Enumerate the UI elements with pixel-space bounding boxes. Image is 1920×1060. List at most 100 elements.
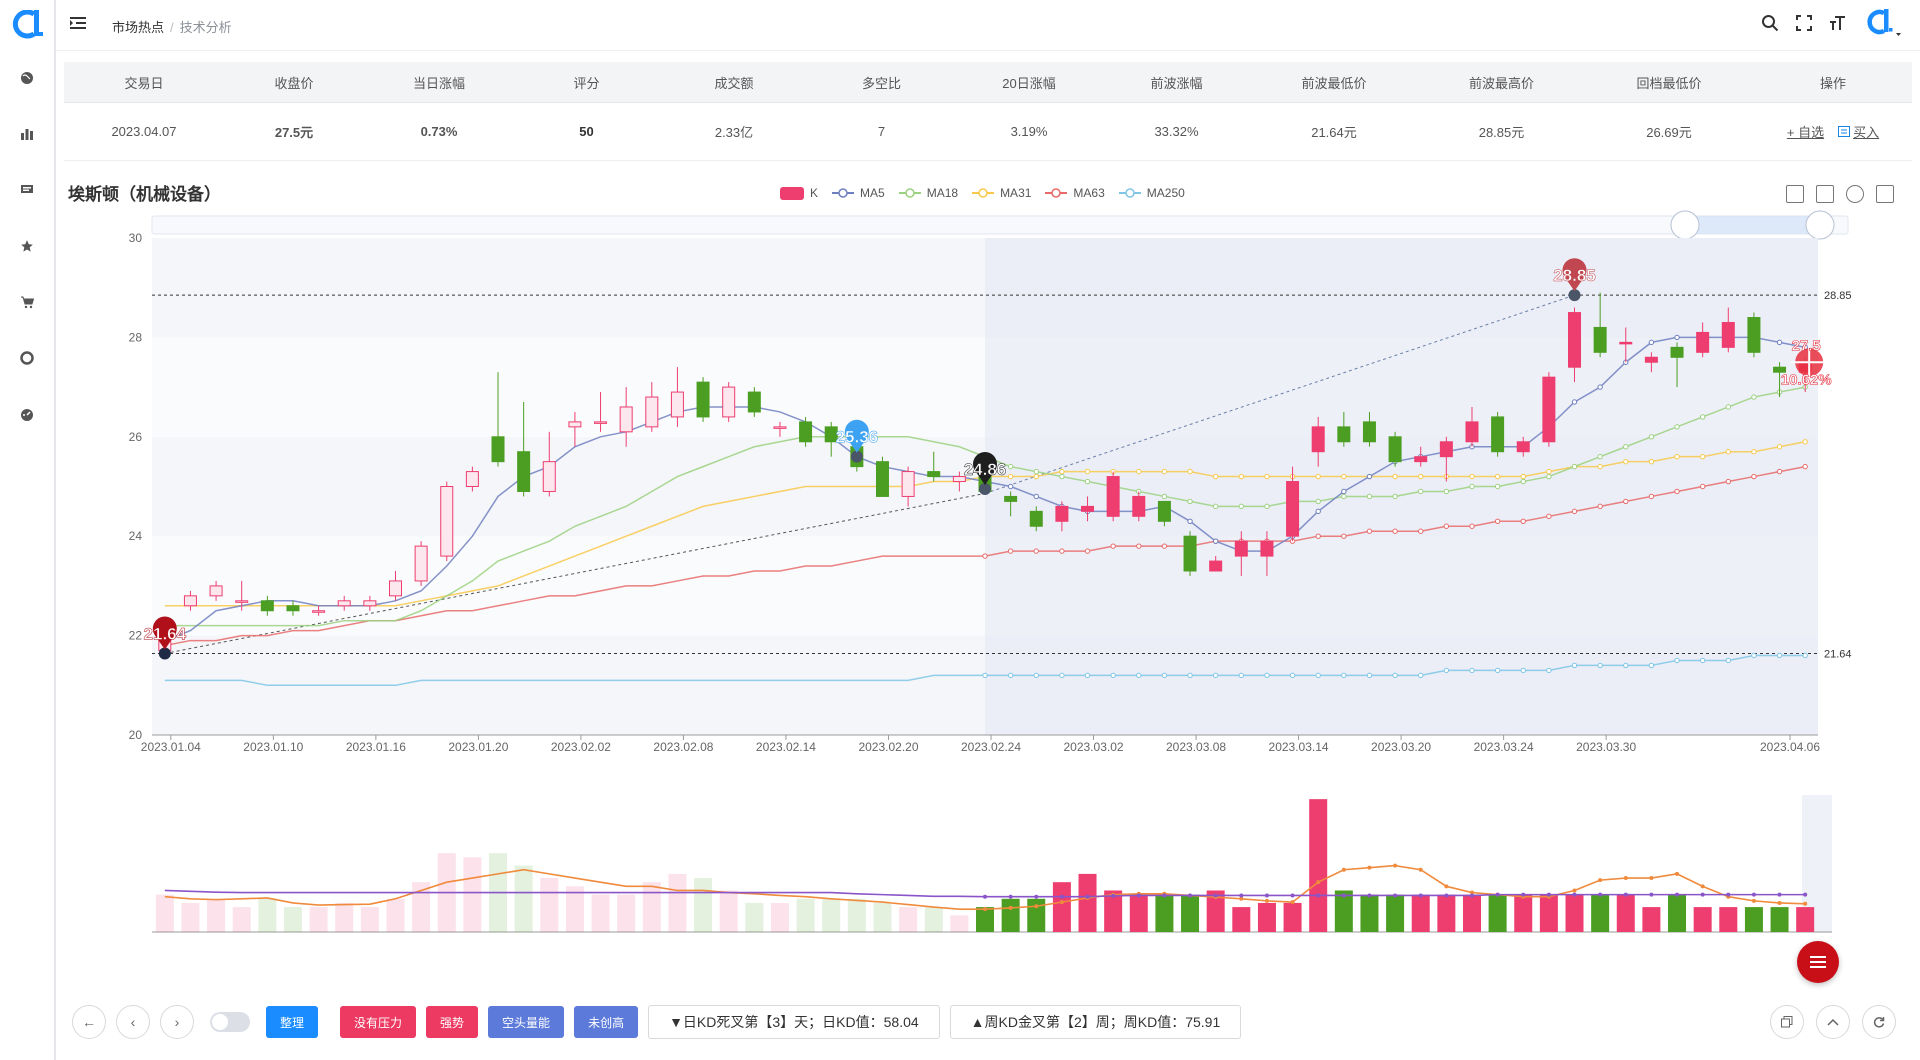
floating-menu-button[interactable]	[1797, 941, 1839, 983]
volume-bar[interactable]	[412, 882, 431, 932]
volume-bar[interactable]	[1539, 894, 1558, 932]
marker-wave-low-pin[interactable]	[152, 616, 177, 650]
candle-body[interactable]	[875, 461, 889, 497]
volume-bar[interactable]	[668, 873, 687, 932]
candle-body[interactable]	[747, 391, 761, 413]
candle-body[interactable]	[183, 595, 197, 607]
candle-body[interactable]	[1465, 421, 1479, 443]
volume-bar[interactable]	[463, 857, 482, 932]
restore-icon[interactable]	[1846, 185, 1864, 203]
legend-ma250[interactable]: MA250	[1118, 186, 1185, 200]
marker-wave-high-pin[interactable]	[1562, 258, 1587, 292]
candle-body[interactable]	[1029, 510, 1043, 527]
volume-bar[interactable]	[1719, 907, 1738, 932]
volume-bar[interactable]	[1129, 894, 1148, 932]
next-icon[interactable]: ›	[160, 1005, 194, 1039]
volume-bar[interactable]	[1386, 894, 1405, 932]
candle-body[interactable]	[209, 585, 223, 597]
candle-body[interactable]	[1516, 441, 1530, 453]
candle-body[interactable]	[491, 436, 505, 463]
candle-body[interactable]	[1081, 505, 1095, 512]
legend-ma18[interactable]: MA18	[898, 186, 958, 200]
volume-bar[interactable]	[232, 907, 251, 932]
volume-bar[interactable]	[719, 890, 738, 932]
user-avatar-icon[interactable]	[1862, 9, 1902, 36]
candle-body[interactable]	[440, 486, 454, 557]
candle-body[interactable]	[1593, 326, 1607, 353]
candle-body[interactable]	[568, 421, 582, 428]
volume-bar[interactable]	[1411, 894, 1430, 932]
volume-bar[interactable]	[796, 898, 815, 932]
candle-body[interactable]	[286, 605, 300, 612]
volume-bar[interactable]	[1334, 890, 1353, 932]
zoom-select-icon[interactable]	[1786, 185, 1804, 203]
scroll-top-icon[interactable]	[1816, 1005, 1850, 1039]
candle-body[interactable]	[1568, 312, 1582, 368]
volume-bar[interactable]	[770, 902, 789, 932]
candle-body[interactable]	[1388, 436, 1402, 463]
bar-chart-icon[interactable]	[17, 124, 37, 144]
volume-bar[interactable]	[950, 915, 969, 932]
volume-bar[interactable]	[591, 894, 610, 932]
app-logo[interactable]	[10, 10, 44, 40]
volume-bar[interactable]	[1104, 890, 1123, 932]
candle-body[interactable]	[773, 426, 787, 429]
refresh-icon[interactable]	[1862, 1005, 1896, 1039]
candle-body[interactable]	[1747, 317, 1761, 353]
candle-body[interactable]	[363, 600, 377, 607]
candle-body[interactable]	[1311, 426, 1325, 453]
volume-bar[interactable]	[1052, 882, 1071, 932]
candle-body[interactable]	[337, 600, 351, 607]
volume-bar[interactable]	[1642, 907, 1661, 932]
legend-ma63[interactable]: MA63	[1045, 186, 1105, 200]
volume-bar[interactable]	[1027, 898, 1046, 932]
volume-bar[interactable]	[924, 907, 943, 932]
zoom-slider-track[interactable]	[151, 215, 1849, 235]
legend-k[interactable]: K	[780, 186, 818, 200]
tag-bear-volume[interactable]: 空头量能	[488, 1006, 565, 1038]
copy-icon[interactable]	[1770, 1005, 1804, 1039]
candle-body[interactable]	[1004, 495, 1018, 502]
candle-body[interactable]	[1183, 535, 1197, 572]
volume-bar[interactable]	[181, 902, 200, 932]
candle-body[interactable]	[1337, 426, 1351, 443]
volume-bar[interactable]	[207, 898, 226, 932]
volume-bar[interactable]	[1616, 894, 1635, 932]
candle-body[interactable]	[619, 406, 633, 433]
candle-body[interactable]	[952, 476, 966, 483]
volume-bar[interactable]	[847, 898, 866, 932]
volume-bar[interactable]	[360, 907, 379, 932]
volume-bar[interactable]	[565, 886, 584, 932]
candle-body[interactable]	[1491, 416, 1505, 453]
volume-bar[interactable]	[309, 907, 328, 932]
zoom-slider-window[interactable]	[1685, 216, 1820, 234]
volume-bar[interactable]	[1155, 894, 1174, 932]
candle-body[interactable]	[824, 426, 838, 443]
back-arrow-icon[interactable]: ←	[72, 1005, 106, 1039]
globe-icon[interactable]	[17, 68, 37, 88]
mode-toggle[interactable]	[210, 1012, 250, 1032]
candle-body[interactable]	[1234, 540, 1248, 557]
volume-bar[interactable]	[1693, 907, 1712, 932]
volume-bar[interactable]	[1565, 894, 1584, 932]
tag-no-pressure[interactable]: 没有压力	[340, 1006, 417, 1038]
tag-consolidate[interactable]: 整理	[266, 1006, 319, 1038]
candle-body[interactable]	[1542, 376, 1556, 443]
volume-bar[interactable]	[1462, 894, 1481, 932]
zoom-handle-left[interactable]	[1670, 210, 1700, 240]
marker-mid-a-pin[interactable]	[844, 419, 869, 453]
candle-body[interactable]	[1619, 341, 1633, 345]
volume-bar[interactable]	[976, 907, 994, 932]
candle-body[interactable]	[414, 545, 428, 582]
volume-bar[interactable]	[540, 878, 559, 932]
volume-bar[interactable]	[1796, 907, 1815, 932]
volume-bar[interactable]	[1309, 799, 1328, 932]
candle-body[interactable]	[722, 386, 736, 418]
candle-body[interactable]	[696, 381, 710, 418]
candle-body[interactable]	[901, 471, 915, 497]
save-image-icon[interactable]	[1876, 185, 1894, 203]
legend-ma31[interactable]: MA31	[972, 186, 1031, 200]
volume-bar[interactable]	[1514, 894, 1533, 932]
volume-bar[interactable]	[1437, 894, 1456, 932]
volume-bar[interactable]	[745, 902, 764, 932]
